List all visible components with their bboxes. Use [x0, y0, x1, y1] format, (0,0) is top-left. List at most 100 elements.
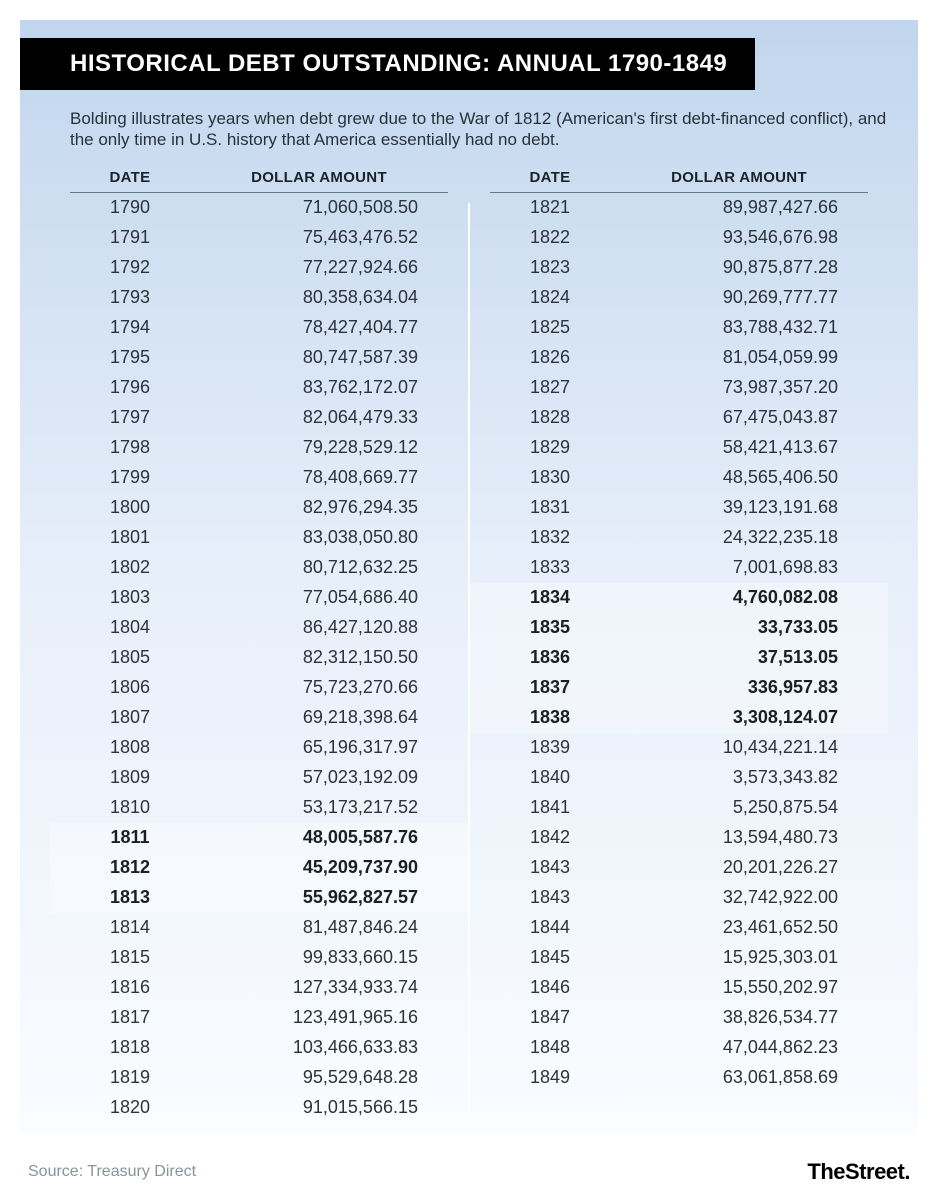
- cell-date: 1790: [70, 197, 190, 218]
- table-row: 182867,475,043.87: [490, 403, 868, 433]
- cell-date: 1829: [490, 437, 610, 458]
- cell-date: 1831: [490, 497, 610, 518]
- cell-amount: 78,408,669.77: [190, 467, 448, 488]
- table-row: 180769,218,398.64: [70, 703, 448, 733]
- left-column: DATE DOLLAR AMOUNT 179071,060,508.501791…: [50, 161, 468, 1123]
- cell-amount: 78,427,404.77: [190, 317, 448, 338]
- cell-date: 1844: [490, 917, 610, 938]
- cell-date: 1795: [70, 347, 190, 368]
- cell-date: 1830: [490, 467, 610, 488]
- cell-amount: 82,312,150.50: [190, 647, 448, 668]
- table-row: 183224,322,235.18: [490, 523, 868, 553]
- cell-date: 1818: [70, 1037, 190, 1058]
- table-row: 182681,054,059.99: [490, 343, 868, 373]
- cell-date: 1793: [70, 287, 190, 308]
- cell-amount: 32,742,922.00: [610, 887, 868, 908]
- cell-date: 1821: [490, 197, 610, 218]
- title-banner: HISTORICAL DEBT OUTSTANDING: ANNUAL 1790…: [20, 38, 755, 90]
- cell-amount: 4,760,082.08: [610, 587, 868, 608]
- table-row: 1837336,957.83: [470, 673, 888, 703]
- cell-amount: 57,023,192.09: [190, 767, 448, 788]
- cell-amount: 58,421,413.67: [610, 437, 868, 458]
- cell-amount: 39,123,191.68: [610, 497, 868, 518]
- table-row: 184847,044,862.23: [490, 1033, 868, 1063]
- cell-amount: 5,250,875.54: [610, 797, 868, 818]
- cell-date: 1812: [70, 857, 190, 878]
- cell-amount: 3,308,124.07: [610, 707, 868, 728]
- table-row: 182091,015,566.15: [70, 1093, 448, 1123]
- cell-date: 1842: [490, 827, 610, 848]
- cell-date: 1806: [70, 677, 190, 698]
- cell-amount: 83,038,050.80: [190, 527, 448, 548]
- cell-date: 1824: [490, 287, 610, 308]
- table-row: 180377,054,686.40: [70, 583, 448, 613]
- table-row: 182293,546,676.98: [490, 223, 868, 253]
- cell-date: 1849: [490, 1067, 610, 1088]
- cell-date: 1843: [490, 857, 610, 878]
- cell-amount: 7,001,698.83: [610, 557, 868, 578]
- cell-amount: 13,594,480.73: [610, 827, 868, 848]
- cell-date: 1816: [70, 977, 190, 998]
- cell-amount: 23,461,652.50: [610, 917, 868, 938]
- table-row: 179978,408,669.77: [70, 463, 448, 493]
- table-row: 1817123,491,965.16: [70, 1003, 448, 1033]
- table-row: 1818103,466,633.83: [70, 1033, 448, 1063]
- cell-date: 1813: [70, 887, 190, 908]
- table-row: 179683,762,172.07: [70, 373, 448, 403]
- cell-date: 1799: [70, 467, 190, 488]
- cell-date: 1840: [490, 767, 610, 788]
- table-row: 179277,227,924.66: [70, 253, 448, 283]
- cell-amount: 80,712,632.25: [190, 557, 448, 578]
- cell-amount: 75,723,270.66: [190, 677, 448, 698]
- cell-date: 1800: [70, 497, 190, 518]
- cell-amount: 90,269,777.77: [610, 287, 868, 308]
- cell-date: 1802: [70, 557, 190, 578]
- cell-date: 1835: [490, 617, 610, 638]
- table-row: 179478,427,404.77: [70, 313, 448, 343]
- table-row: 180582,312,150.50: [70, 643, 448, 673]
- cell-amount: 48,005,587.76: [190, 827, 448, 848]
- table-row: 182490,269,777.77: [490, 283, 868, 313]
- table-row: 180675,723,270.66: [70, 673, 448, 703]
- cell-date: 1841: [490, 797, 610, 818]
- table-row: 179782,064,479.33: [70, 403, 448, 433]
- cell-date: 1827: [490, 377, 610, 398]
- cell-amount: 95,529,648.28: [190, 1067, 448, 1088]
- cell-amount: 15,925,303.01: [610, 947, 868, 968]
- cell-amount: 3,573,343.82: [610, 767, 868, 788]
- cell-date: 1847: [490, 1007, 610, 1028]
- table-row: 184615,550,202.97: [490, 973, 868, 1003]
- table-row: 182390,875,877.28: [490, 253, 868, 283]
- table-row: 180183,038,050.80: [70, 523, 448, 553]
- cell-amount: 45,209,737.90: [190, 857, 448, 878]
- cell-date: 1846: [490, 977, 610, 998]
- cell-date: 1809: [70, 767, 190, 788]
- table-row: 1816127,334,933.74: [70, 973, 448, 1003]
- brand-logo: TheStreet.: [807, 1159, 910, 1185]
- cell-amount: 71,060,508.50: [190, 197, 448, 218]
- cell-amount: 69,218,398.64: [190, 707, 448, 728]
- cell-amount: 336,957.83: [610, 677, 868, 698]
- cell-date: 1820: [70, 1097, 190, 1118]
- cell-amount: 37,513.05: [610, 647, 868, 668]
- subtitle-text: Bolding illustrates years when debt grew…: [20, 90, 918, 161]
- cell-date: 1817: [70, 1007, 190, 1028]
- table-row: 181148,005,587.76: [50, 823, 468, 853]
- cell-amount: 79,228,529.12: [190, 437, 448, 458]
- cell-date: 1832: [490, 527, 610, 548]
- cell-date: 1826: [490, 347, 610, 368]
- cell-date: 1843: [490, 887, 610, 908]
- table-row: 183533,733.05: [470, 613, 888, 643]
- cell-amount: 90,875,877.28: [610, 257, 868, 278]
- table-row: 183910,434,221.14: [490, 733, 868, 763]
- table-row: 181481,487,846.24: [70, 913, 448, 943]
- table-row: 179175,463,476.52: [70, 223, 448, 253]
- table-row: 184423,461,652.50: [490, 913, 868, 943]
- cell-amount: 38,826,534.77: [610, 1007, 868, 1028]
- cell-date: 1794: [70, 317, 190, 338]
- table-row: 181995,529,648.28: [70, 1063, 448, 1093]
- cell-date: 1825: [490, 317, 610, 338]
- cell-date: 1791: [70, 227, 190, 248]
- source-text: Source: Treasury Direct: [28, 1163, 196, 1181]
- right-column: DATE DOLLAR AMOUNT 182189,987,427.661822…: [470, 161, 888, 1123]
